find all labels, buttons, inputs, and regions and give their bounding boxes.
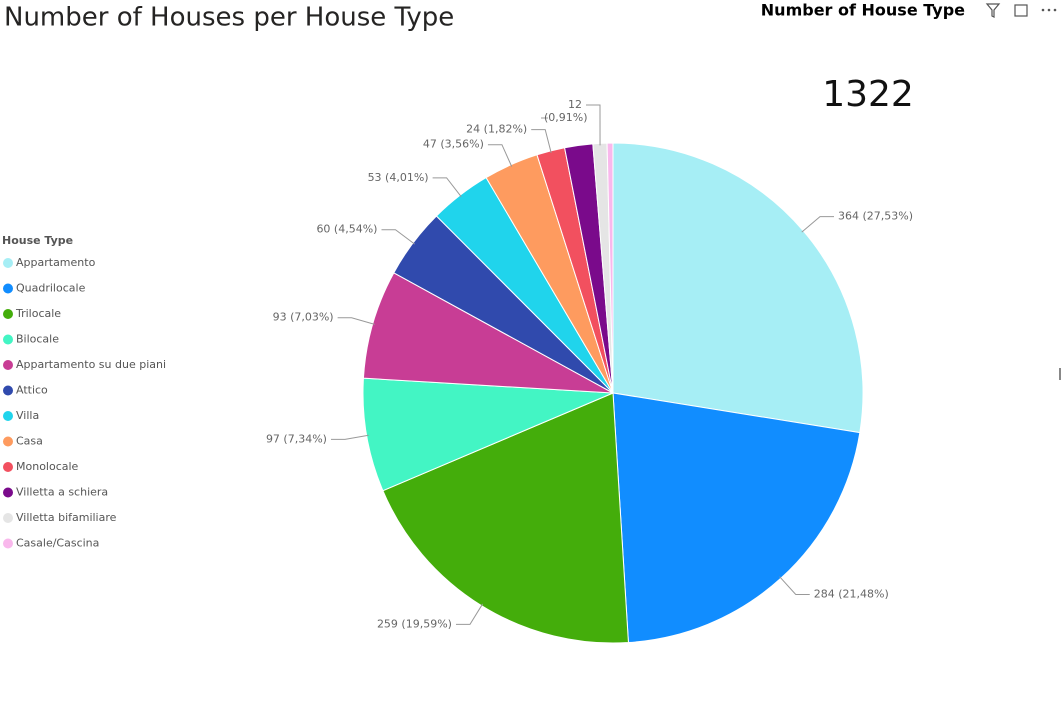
legend-label[interactable]: Appartamento su due piani xyxy=(16,358,166,371)
legend-label[interactable]: Monolocale xyxy=(16,460,79,473)
data-label: 60 (4,54%) xyxy=(316,223,377,236)
pie-slice[interactable] xyxy=(606,142,614,394)
legend-label[interactable]: Bilocale xyxy=(16,333,59,346)
pie-slice[interactable] xyxy=(612,392,861,644)
legend-label[interactable]: Trilocale xyxy=(15,307,61,320)
card-value: 1322 xyxy=(822,74,914,115)
leader-line xyxy=(330,434,369,440)
leader-line xyxy=(381,229,415,245)
legend-label[interactable]: Attico xyxy=(16,384,48,397)
more-icon[interactable] xyxy=(1041,8,1057,12)
legend-label[interactable]: Quadrilocale xyxy=(16,282,86,295)
legend-marker[interactable] xyxy=(3,538,13,549)
legend-title: House Type xyxy=(2,234,73,247)
legend-label[interactable]: Casa xyxy=(16,435,43,448)
legend-marker[interactable] xyxy=(3,487,13,498)
leader-line xyxy=(531,129,552,153)
legend-label[interactable]: Casale/Cascina xyxy=(16,537,99,550)
legend-marker[interactable] xyxy=(3,283,13,294)
card-title: Number of House Type xyxy=(761,1,965,20)
data-label: 93 (7,03%) xyxy=(273,311,334,324)
legend-marker[interactable] xyxy=(3,309,13,319)
pie-slice[interactable] xyxy=(612,142,864,434)
legend-label[interactable]: Villetta bifamiliare xyxy=(16,511,117,524)
focus-icon[interactable] xyxy=(1014,4,1028,17)
data-label: 24 (1,82%) xyxy=(466,123,527,136)
leader-line xyxy=(432,177,462,198)
legend-marker[interactable] xyxy=(3,462,13,472)
data-label: (0,91%) xyxy=(544,111,588,124)
legend-marker[interactable] xyxy=(3,360,13,370)
legend-marker[interactable] xyxy=(3,436,13,447)
leader-line xyxy=(455,603,484,625)
leader-line xyxy=(586,104,601,146)
data-label: 47 (3,56%) xyxy=(423,138,484,151)
data-label: 364 (27,53%) xyxy=(838,210,913,223)
leader-line xyxy=(487,144,513,167)
visual-header-icons[interactable] xyxy=(985,3,1057,18)
legend-label[interactable]: Villetta a schiera xyxy=(16,486,108,499)
legend-marker[interactable] xyxy=(3,385,13,396)
legend-label[interactable]: Villa xyxy=(16,409,39,422)
data-label: 12 xyxy=(568,98,582,111)
data-label: 284 (21,48%) xyxy=(814,587,889,600)
chart-title: Number of Houses per House Type xyxy=(4,3,454,33)
data-label: 97 (7,34%) xyxy=(266,432,327,445)
legend-marker[interactable] xyxy=(3,334,13,345)
leader-line xyxy=(337,317,375,325)
filter-icon[interactable] xyxy=(985,3,1001,18)
leader-line xyxy=(779,576,810,595)
legend-marker[interactable] xyxy=(3,513,13,523)
legend-label[interactable]: Appartamento xyxy=(16,256,96,269)
data-label: 259 (19,59%) xyxy=(377,617,452,630)
leader-line xyxy=(801,216,835,233)
legend-marker[interactable] xyxy=(3,411,13,421)
data-label: 53 (4,01%) xyxy=(368,171,429,184)
legend-marker[interactable] xyxy=(3,258,13,268)
